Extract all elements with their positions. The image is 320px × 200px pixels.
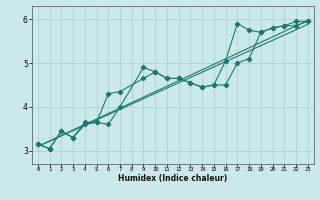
X-axis label: Humidex (Indice chaleur): Humidex (Indice chaleur): [118, 174, 228, 183]
